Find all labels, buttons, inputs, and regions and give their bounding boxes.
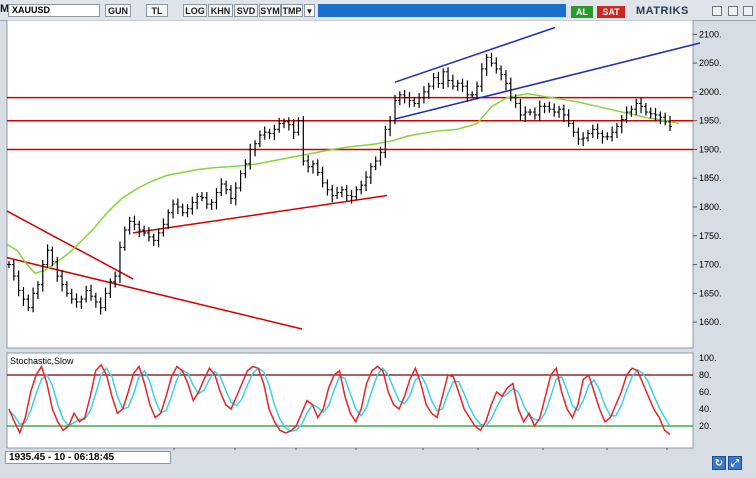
khn-button[interactable]: KHN <box>208 4 233 17</box>
expand-icon[interactable]: ⤢ <box>728 456 742 470</box>
price-y-tick-label: 1900. <box>699 144 722 154</box>
trend-line <box>6 256 303 330</box>
close-icon[interactable] <box>743 6 753 16</box>
mode-indicator[interactable]: M <box>0 3 10 15</box>
price-y-tick-label: 1750. <box>699 231 722 241</box>
trend-line <box>394 26 556 83</box>
stochastic-plot-background <box>6 352 694 449</box>
price-y-tick-label: 1950. <box>699 116 722 126</box>
template-dropdown-chevron-down-icon[interactable]: ▼ <box>304 4 315 17</box>
template-button[interactable]: TMP <box>281 4 303 17</box>
status-readout: 1935.45 - 10 - 06:18:45 <box>5 451 171 464</box>
volume-button[interactable]: SVD <box>234 4 258 17</box>
maximize-icon[interactable] <box>728 6 738 16</box>
stochastic-d-line <box>8 366 671 432</box>
minimize-icon[interactable] <box>712 6 722 16</box>
period-day-button[interactable]: GUN <box>105 4 131 17</box>
symbol-input[interactable]: XAUUSD <box>8 4 100 17</box>
price-y-tick-label: 1700. <box>699 260 722 270</box>
price-y-tick-label: 1850. <box>699 173 722 183</box>
trend-line <box>132 194 388 234</box>
toolbar-blue-area <box>318 4 566 17</box>
stochastic-y-tick-label: 100. <box>699 353 717 363</box>
stochastic-k-line <box>8 363 671 436</box>
symbol-button[interactable]: SYM <box>259 4 281 17</box>
stochastic-y-tick-label: 40. <box>699 404 712 414</box>
toolbar: M XAUUSD GUN TL LOG KHN SVD SYM TMP ▼ AL… <box>0 0 756 21</box>
price-y-tick-label: 2000. <box>699 87 722 97</box>
stochastic-title: Stochastic,Slow <box>10 356 74 366</box>
stochastic-y-tick-label: 80. <box>699 370 712 380</box>
buy-button[interactable]: AL <box>571 6 593 18</box>
currency-tl-button[interactable]: TL <box>146 4 168 17</box>
chart-area[interactable]: Stochastic,Slow 1600. 1650. 1700. 1750. 1800… <box>0 20 756 450</box>
brand-logo: MATRIKS <box>636 5 689 17</box>
price-y-tick-label: 1600. <box>699 317 722 327</box>
refresh-icon[interactable]: ↻ <box>712 456 726 470</box>
stochastic-y-tick-label: 20. <box>699 421 712 431</box>
stochastic-y-tick-label: 60. <box>699 387 712 397</box>
price-y-tick-label: 2050. <box>699 58 722 68</box>
price-y-tick-label: 1800. <box>699 202 722 212</box>
sell-button[interactable]: SAT <box>597 6 625 18</box>
trend-line <box>6 210 134 280</box>
price-y-tick-label: 1650. <box>699 288 722 298</box>
moving-average-line <box>6 92 680 275</box>
trend-line <box>394 42 701 120</box>
price-plot-background <box>6 20 694 349</box>
log-scale-button[interactable]: LOG <box>183 4 207 17</box>
price-y-tick-label: 2100. <box>699 29 722 39</box>
